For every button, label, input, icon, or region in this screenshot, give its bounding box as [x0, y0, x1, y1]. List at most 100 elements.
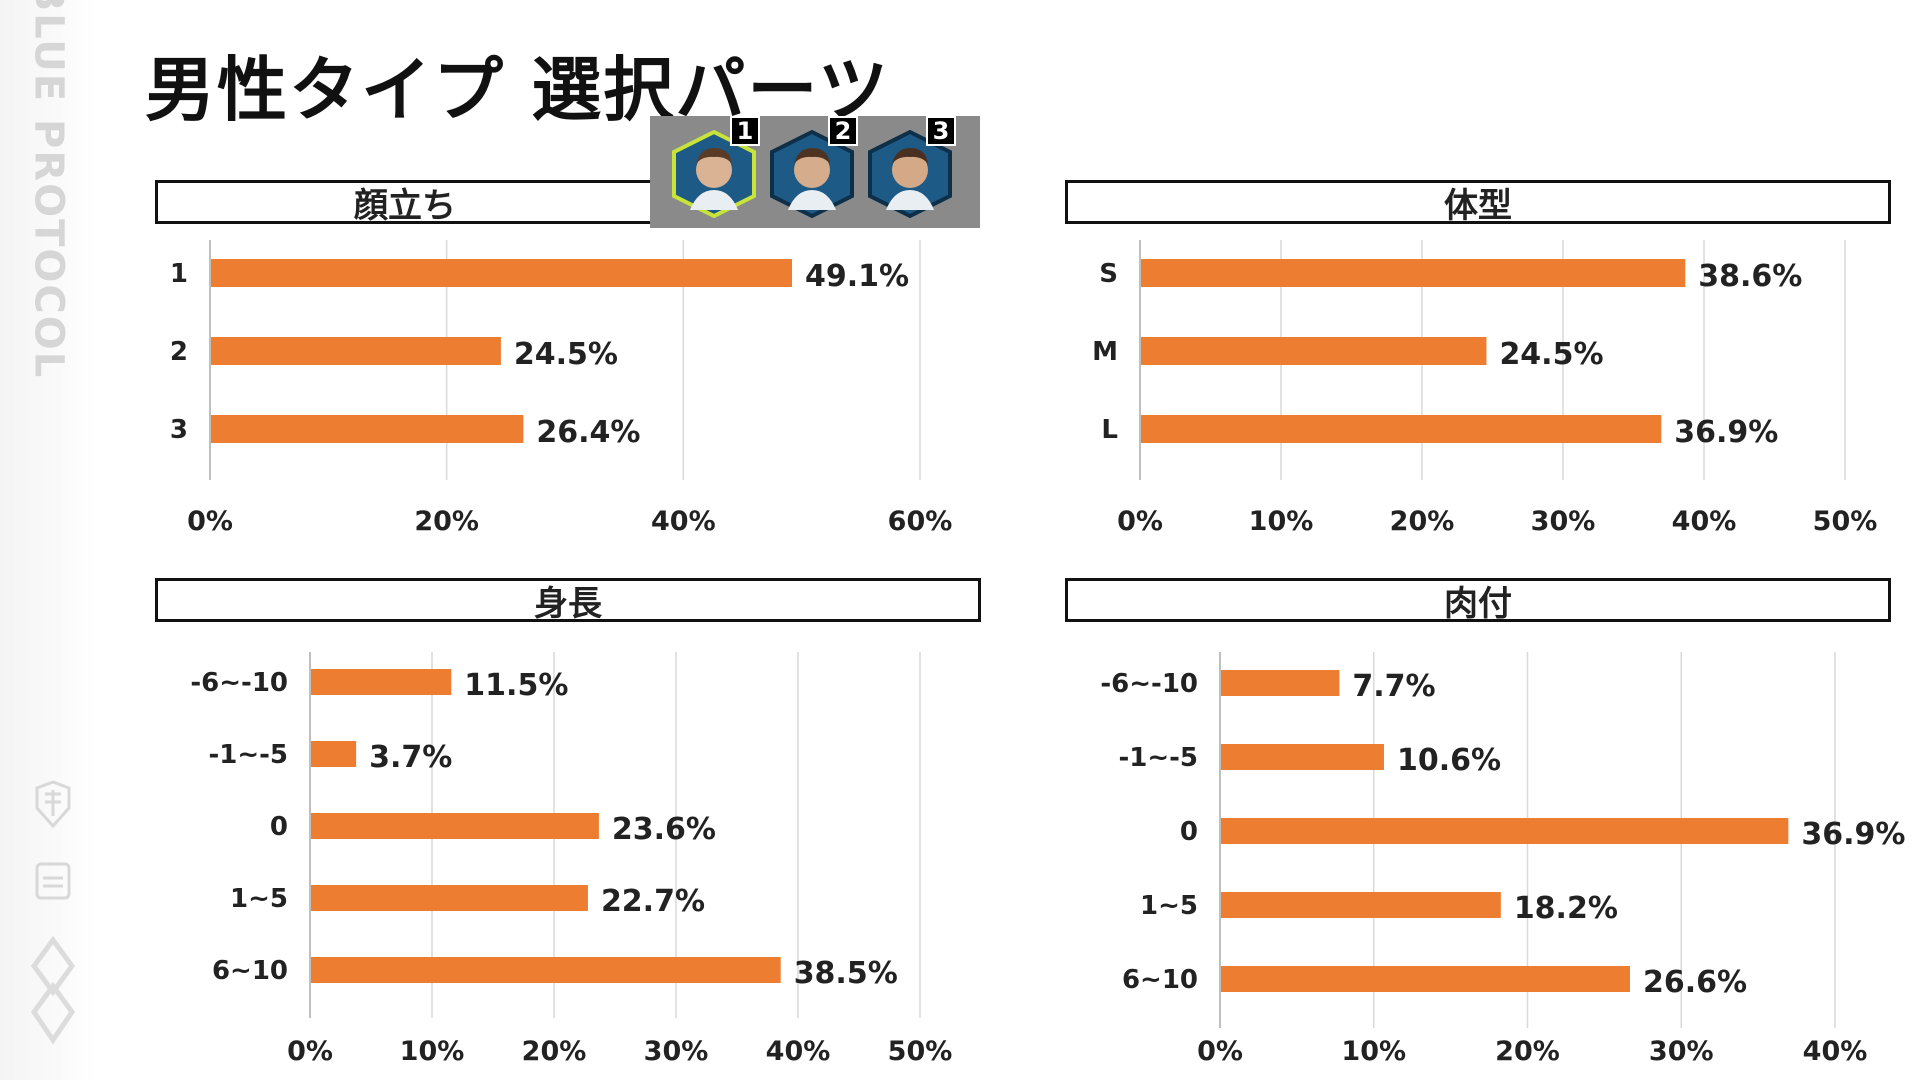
bar: [1221, 966, 1630, 992]
male-face-3-icon: [868, 129, 952, 219]
chart-body-type: 0% 10% 20% 30% 40% 50% S 38.6% M 24.5% L 36.9%: [1065, 240, 1895, 550]
chart-header-height: 身長: [155, 578, 981, 624]
value-label: 23.6%: [612, 812, 716, 847]
chart-header-body-text: 体型: [1444, 185, 1512, 226]
bar: [1221, 892, 1501, 918]
category-label: 1~5: [1140, 891, 1198, 921]
value-label: 49.1%: [805, 259, 909, 294]
face-number-2: 2: [828, 116, 858, 146]
value-label: 36.9%: [1674, 415, 1778, 450]
bar: [1221, 818, 1789, 844]
tick-label: 0%: [287, 1036, 333, 1067]
brand-logo: BLUE PROTOCOL: [18, 0, 78, 379]
tick-label: 40%: [1672, 506, 1737, 537]
tick-label: 30%: [1531, 506, 1596, 537]
chart-3-svg: 0% 10% 20% 30% 40% -6~-10 7.7% -1~-5 10.6% 0 36.9%…: [1100, 652, 1905, 1067]
category-label: 6~10: [1122, 965, 1198, 995]
male-face-2-icon: [770, 129, 854, 219]
face-option-1[interactable]: [670, 129, 758, 219]
chart-header-flesh: 肉付: [1065, 578, 1891, 624]
chart-flesh: 0% 10% 20% 30% 40% -6~-10 7.7% -1~-5 10.6% 0 36.9%…: [1065, 652, 1905, 1072]
crest-icon: [35, 780, 71, 829]
chart-1-svg: 0% 10% 20% 30% 40% 50% S 38.6% M 24.5% L 36.9%: [1092, 240, 1878, 537]
value-label: 24.5%: [514, 337, 618, 372]
face-number-1: 1: [730, 116, 760, 146]
tick-label: 50%: [1813, 506, 1878, 537]
chart-2-svg: 0% 10% 20% 30% 40% 50% -6~-10 11.5% -1~-5 3.7% 0 23…: [190, 652, 953, 1067]
bar: [1141, 259, 1686, 287]
chart-face-type: 0% 20% 40% 60% 1 49.1% 2 24.5% 3 26.4%: [150, 240, 970, 550]
tick-label: 20%: [1390, 506, 1455, 537]
emblem-icon: [30, 936, 76, 1045]
chart-header-face: 顔立ち: [155, 180, 655, 226]
value-label: 26.4%: [536, 415, 640, 450]
bar: [1221, 670, 1340, 696]
tick-label: 10%: [1249, 506, 1314, 537]
category-label: 0: [270, 812, 288, 842]
value-label: 11.5%: [464, 668, 568, 703]
bar: [311, 957, 781, 983]
category-label: 0: [1180, 817, 1198, 847]
value-label: 3.7%: [369, 740, 452, 775]
face-number-3: 3: [926, 116, 956, 146]
tick-label: 20%: [522, 1036, 587, 1067]
face-type-selector: 1 2 3: [650, 116, 980, 228]
value-label: 38.6%: [1698, 259, 1802, 294]
bar: [311, 885, 588, 911]
value-label: 38.5%: [794, 956, 898, 991]
category-label: -1~-5: [208, 740, 288, 770]
category-label: 3: [170, 415, 188, 445]
tick-label: 10%: [1341, 1036, 1406, 1067]
category-label: 6~10: [212, 956, 288, 986]
brand-side-band: BLUE PROTOCOL: [0, 0, 95, 1080]
chart-header-body: 体型: [1065, 180, 1891, 226]
category-label: 1: [170, 259, 188, 289]
brand-emblems: [28, 780, 78, 1050]
bar: [1141, 415, 1662, 443]
tick-label: 20%: [1495, 1036, 1560, 1067]
face-option-2[interactable]: [768, 129, 856, 219]
category-label: M: [1092, 337, 1118, 367]
bar: [1141, 337, 1487, 365]
face-option-3[interactable]: [866, 129, 954, 219]
bar: [211, 259, 793, 287]
bar: [311, 741, 357, 767]
tick-label: 50%: [888, 1036, 953, 1067]
value-label: 36.9%: [1801, 817, 1905, 852]
bar: [311, 669, 452, 695]
tick-label: 20%: [414, 506, 479, 537]
tick-label: 40%: [766, 1036, 831, 1067]
chart-header-flesh-text: 肉付: [1444, 583, 1512, 624]
tick-label: 10%: [400, 1036, 465, 1067]
bar: [211, 337, 501, 365]
chart-header-height-text: 身長: [534, 583, 602, 624]
brand-logo-text: BLUE PROTOCOL: [25, 0, 72, 380]
category-label: -6~-10: [1100, 669, 1198, 699]
chart-0-svg: 0% 20% 40% 60% 1 49.1% 2 24.5% 3 26.4%: [170, 240, 953, 537]
category-label: -1~-5: [1118, 743, 1198, 773]
tick-label: 0%: [187, 506, 233, 537]
value-label: 7.7%: [1352, 669, 1435, 704]
tick-label: 60%: [888, 506, 953, 537]
category-label: 1~5: [230, 884, 288, 914]
chart-height: 0% 10% 20% 30% 40% 50% -6~-10 11.5% -1~-5 3.7% 0 23…: [150, 652, 970, 1072]
value-label: 18.2%: [1514, 891, 1618, 926]
category-label: L: [1101, 415, 1118, 445]
value-label: 24.5%: [1499, 337, 1603, 372]
tick-label: 30%: [644, 1036, 709, 1067]
tick-label: 0%: [1197, 1036, 1243, 1067]
value-label: 22.7%: [601, 884, 705, 919]
value-label: 10.6%: [1397, 743, 1501, 778]
shield-icon: [35, 862, 71, 900]
bar: [211, 415, 524, 443]
tick-label: 30%: [1649, 1036, 1714, 1067]
category-label: S: [1099, 259, 1118, 289]
chart-header-face-text: 顔立ち: [354, 185, 456, 226]
bar: [1221, 744, 1384, 770]
tick-label: 0%: [1117, 506, 1163, 537]
value-label: 26.6%: [1643, 965, 1747, 1000]
category-label: -6~-10: [190, 668, 288, 698]
category-label: 2: [170, 337, 188, 367]
tick-label: 40%: [651, 506, 716, 537]
bar: [311, 813, 599, 839]
